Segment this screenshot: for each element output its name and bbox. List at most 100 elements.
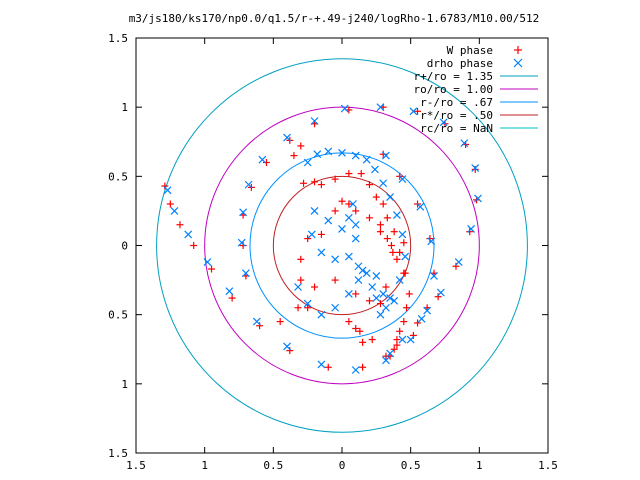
point-drho-phase [225,287,234,296]
point-drho-phase [386,294,394,302]
point-drho-phase [467,224,476,233]
y-tick-label: 0 [121,240,128,253]
point-w-phase [376,228,384,236]
point-drho-phase [203,258,212,267]
point-w-phase [304,235,312,243]
point-drho-phase [460,139,469,148]
point-w-phase [400,269,408,277]
point-drho-phase [436,288,445,297]
y-tick-label: 1.5 [108,447,128,460]
point-w-phase [393,255,401,263]
point-drho-phase [283,133,291,142]
point-drho-phase [354,276,363,285]
point-drho-phase [401,252,410,261]
point-w-phase [276,318,284,326]
point-w-phase [414,319,422,327]
point-drho-phase [170,206,179,215]
point-w-phase [359,363,367,371]
point-w-phase [452,262,460,270]
point-w-phase [471,165,479,173]
point-w-phase [331,276,339,284]
point-w-phase [345,200,353,208]
point-w-phase [311,283,319,291]
point-drho-phase [331,255,340,264]
point-w-phase [396,248,404,256]
axis-ticks: 1.5 1 0.5 0 0.5 1 1.51.510.500.511.5 [108,32,558,472]
y-tick-label: 0.5 [108,309,128,322]
point-w-phase [434,293,442,301]
point-drho-phase [358,266,367,275]
point-drho-phase [427,237,436,246]
point-w-phase [345,170,353,178]
point-drho-phase [303,299,312,308]
point-drho-phase [241,269,250,278]
point-drho-phase [372,272,381,280]
point-w-phase [393,336,401,344]
legend-label: r-/ro = .67 [420,96,493,109]
x-tick-label: 0.5 [263,459,283,472]
point-w-phase [390,345,398,353]
point-w-phase [324,363,332,371]
point-drho-phase [382,303,390,312]
point-drho-phase [317,310,326,319]
point-w-phase [297,255,305,263]
point-drho-phase [324,147,333,156]
point-drho-phase [474,194,482,203]
legend-label: ro/ro = 1.00 [414,83,493,96]
point-w-phase [365,214,373,222]
legend-label: W phase [447,44,493,57]
point-drho-phase [439,118,448,127]
reference-circles [156,58,528,433]
point-w-phase [331,207,339,215]
point-drho-phase [303,158,312,167]
point-w-phase [376,300,384,308]
point-w-phase [352,325,360,332]
point-w-phase [190,242,198,249]
point-w-phase [466,228,474,236]
x-tick-label: 1 [201,459,208,472]
point-drho-phase [310,206,319,215]
chart-title: m3/js180/ks170/np0.0/q1.5/r-+.49-j240/lo… [129,12,540,25]
point-w-phase [286,347,294,355]
legend-swatch [513,58,523,68]
point-w-phase [389,248,397,256]
point-drho-phase [349,200,357,208]
point-w-phase [414,107,422,115]
point-drho-phase [390,296,399,305]
point-drho-phase [313,150,322,159]
legend-label: rc/ro = NaN [420,122,493,135]
point-w-phase [379,200,387,208]
point-w-phase [297,276,305,284]
legend-label: r*/ro = .50 [420,109,493,122]
y-tick-label: 1 [121,101,128,114]
point-w-phase [304,304,312,312]
point-w-phase [409,331,417,339]
circle-ro-ro-1-00 [204,106,480,385]
point-drho-phase [340,104,349,113]
point-w-phase [317,181,325,189]
point-w-phase [208,265,216,273]
y-tick-label: 1 [121,378,128,391]
point-drho-phase [398,335,407,344]
point-drho-phase [294,283,302,291]
point-drho-phase [471,164,480,172]
point-w-phase [396,327,404,335]
point-w-phase [311,178,319,186]
circle-r-ro-1-35 [156,58,528,433]
point-w-phase [368,336,376,344]
point-w-phase [317,230,325,238]
point-w-phase [400,318,408,326]
point-drho-phase [386,349,394,358]
point-drho-phase [351,234,360,243]
point-drho-phase [283,342,291,351]
point-w-phase [383,235,391,243]
point-w-phase [331,175,339,183]
point-drho-phase [317,248,326,257]
point-w-phase [405,290,413,298]
point-drho-phase [368,283,377,291]
x-tick-label: 0.5 [401,459,421,472]
x-tick-label: 0 [339,459,346,472]
point-drho-phase [344,213,353,222]
